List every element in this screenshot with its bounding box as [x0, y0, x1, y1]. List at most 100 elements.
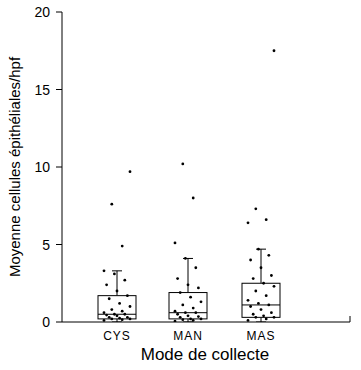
point	[189, 318, 192, 321]
point	[254, 290, 257, 293]
y-tick-label: 15	[34, 82, 50, 98]
point	[116, 314, 119, 317]
point	[126, 316, 129, 319]
point	[123, 279, 126, 282]
point	[103, 311, 106, 314]
point	[247, 221, 250, 224]
point	[273, 49, 276, 52]
point	[184, 257, 187, 260]
point	[260, 308, 263, 311]
point	[200, 300, 203, 303]
point	[200, 318, 203, 321]
x-axis-end-tick	[350, 316, 351, 322]
point	[184, 311, 187, 314]
point	[126, 294, 129, 297]
point	[273, 285, 276, 288]
point	[121, 245, 124, 248]
x-axis-label: Mode de collecte	[141, 345, 270, 364]
point	[116, 290, 119, 293]
point	[187, 314, 190, 317]
point	[197, 315, 200, 318]
x-tick-label: MAN	[173, 329, 203, 343]
point	[174, 242, 177, 245]
point	[249, 259, 252, 262]
point	[108, 316, 111, 319]
whisker-low	[261, 317, 262, 322]
point	[192, 197, 195, 200]
point	[129, 170, 132, 173]
point	[110, 308, 113, 311]
point	[260, 266, 263, 269]
point	[103, 269, 106, 272]
y-tick-label: 10	[34, 159, 50, 175]
point	[181, 163, 184, 166]
point	[110, 318, 113, 321]
point	[179, 291, 182, 294]
point	[265, 294, 268, 297]
point	[257, 302, 260, 305]
whisker-high	[188, 258, 189, 292]
y-tick	[56, 167, 62, 168]
whisker-cap-low	[112, 322, 122, 323]
point	[103, 319, 106, 322]
box	[98, 296, 136, 319]
point	[110, 203, 113, 206]
point	[194, 311, 197, 314]
box	[169, 293, 207, 319]
y-tick	[56, 12, 62, 13]
point	[247, 319, 250, 322]
point	[108, 297, 111, 300]
point	[121, 318, 124, 321]
point	[257, 248, 260, 251]
point	[105, 314, 108, 317]
x-axis	[62, 322, 350, 323]
point	[105, 283, 108, 286]
x-tick-label: CYS	[103, 329, 131, 343]
box	[242, 283, 280, 317]
whisker-cap-high	[183, 258, 193, 259]
point	[187, 283, 190, 286]
point	[174, 310, 177, 313]
point	[270, 274, 273, 277]
plot-marks	[98, 49, 280, 322]
point	[123, 313, 126, 316]
point	[174, 320, 177, 322]
point	[247, 299, 250, 302]
point	[129, 318, 132, 321]
point	[252, 277, 255, 280]
point	[113, 273, 116, 276]
point	[249, 305, 252, 308]
point	[118, 317, 121, 320]
point	[267, 304, 270, 307]
point	[192, 307, 195, 310]
point	[262, 314, 265, 317]
y-tick	[56, 244, 62, 245]
point	[192, 319, 195, 322]
y-tick	[56, 322, 62, 323]
whisker-cap-high	[256, 249, 266, 250]
point	[262, 282, 265, 285]
point	[181, 304, 184, 307]
point	[265, 318, 268, 321]
point	[252, 313, 255, 316]
point	[194, 266, 197, 269]
y-tick-label: 5	[42, 237, 50, 253]
point	[181, 318, 184, 321]
y-tick	[56, 89, 62, 90]
point	[270, 311, 273, 314]
point	[179, 316, 182, 319]
whisker-high	[261, 249, 262, 283]
whisker-high	[117, 271, 118, 296]
point	[254, 316, 257, 319]
point	[254, 207, 257, 210]
point	[113, 313, 116, 316]
point	[265, 218, 268, 221]
chart: 05101520CYSMANMASMode de collecteMoyenne…	[0, 0, 361, 370]
point	[121, 310, 124, 313]
whisker-cap-low	[256, 322, 266, 323]
whisker-cap-high	[112, 270, 122, 271]
point	[118, 302, 121, 305]
point	[273, 316, 276, 319]
y-tick-label: 20	[34, 4, 50, 20]
point	[189, 296, 192, 299]
